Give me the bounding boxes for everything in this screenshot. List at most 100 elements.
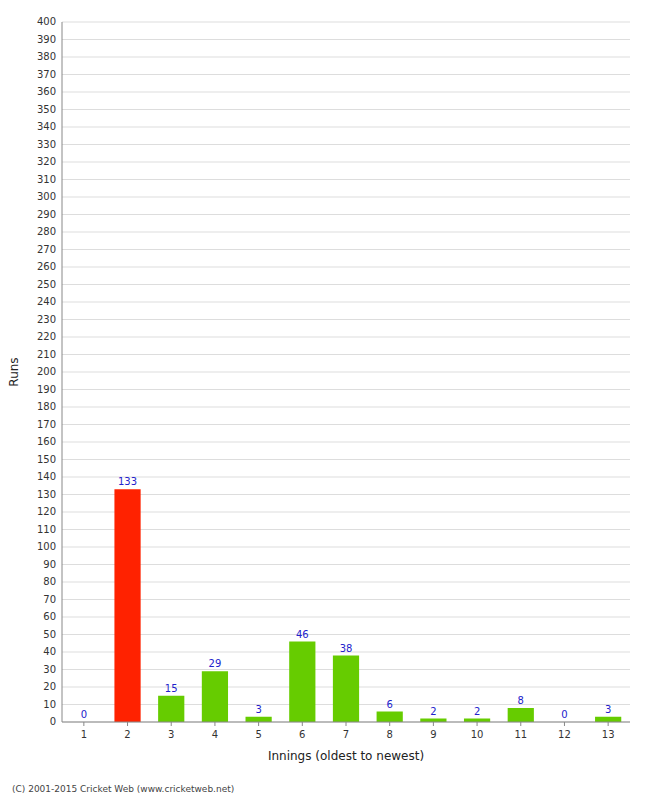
y-tick-label: 150 (37, 454, 56, 465)
x-tick (302, 722, 303, 726)
bar (246, 717, 272, 722)
bar (333, 656, 359, 723)
data-label: 46 (296, 629, 309, 640)
y-tick-label: 100 (37, 541, 56, 552)
x-tick (608, 722, 609, 726)
x-tick (520, 722, 521, 726)
grid-line (62, 407, 630, 408)
y-tick-label: 390 (37, 34, 56, 45)
data-labels: 0133152934638622803 (81, 476, 612, 720)
grid-line (62, 617, 630, 618)
data-label: 133 (118, 476, 137, 487)
grid-line (62, 179, 630, 180)
grid-line (62, 372, 630, 373)
x-axis: 12345678910111213 (81, 722, 615, 740)
x-tick-label: 2 (124, 729, 130, 740)
data-label: 29 (209, 658, 222, 669)
y-tick-label: 170 (37, 419, 56, 430)
y-tick-label: 330 (37, 139, 56, 150)
y-tick-label: 240 (37, 296, 56, 307)
data-label: 2 (430, 706, 436, 717)
x-tick-label: 7 (343, 729, 349, 740)
grid-line (62, 92, 630, 93)
bar (158, 696, 184, 722)
y-tick-label: 300 (37, 191, 56, 202)
grid-line (62, 477, 630, 478)
grid-line (62, 22, 630, 23)
grid-line (62, 197, 630, 198)
bar (508, 708, 534, 722)
y-tick-label: 290 (37, 209, 56, 220)
x-tick (214, 722, 215, 726)
y-tick-label: 350 (37, 104, 56, 115)
x-tick (83, 722, 84, 726)
y-tick-label: 0 (50, 716, 56, 727)
grid-line (62, 459, 630, 460)
grid-line (62, 424, 630, 425)
x-tick-label: 12 (558, 729, 571, 740)
grid-line (62, 337, 630, 338)
y-tick-label: 220 (37, 331, 56, 342)
y-tick-label: 90 (43, 559, 56, 570)
x-tick (433, 722, 434, 726)
grid-line (62, 127, 630, 128)
grid-line (62, 564, 630, 565)
y-tick-label: 40 (43, 646, 56, 657)
x-tick-label: 5 (255, 729, 261, 740)
grid-line (62, 162, 630, 163)
data-label: 3 (605, 704, 611, 715)
bars (114, 489, 621, 722)
y-tick-label: 180 (37, 401, 56, 412)
y-tick-label: 50 (43, 629, 56, 640)
x-tick-label: 13 (602, 729, 615, 740)
x-tick-label: 6 (299, 729, 305, 740)
y-tick-label: 230 (37, 314, 56, 325)
footer: (C) 2001-2015 Cricket Web (www.cricketwe… (12, 784, 234, 794)
y-tick-label: 320 (37, 156, 56, 167)
data-label: 0 (81, 709, 87, 720)
grid-line (62, 582, 630, 583)
grid-line (62, 74, 630, 75)
y-tick-label: 200 (37, 366, 56, 377)
x-tick (346, 722, 347, 726)
grid-line (62, 599, 630, 600)
grid-line (62, 354, 630, 355)
x-tick (564, 722, 565, 726)
grid-line (62, 39, 630, 40)
y-tick-label: 20 (43, 681, 56, 692)
x-tick-label: 10 (471, 729, 484, 740)
x-tick (171, 722, 172, 726)
data-label: 3 (255, 704, 261, 715)
x-tick-label: 9 (430, 729, 436, 740)
y-tick-label: 70 (43, 594, 56, 605)
x-tick (389, 722, 390, 726)
y-tick-label: 160 (37, 436, 56, 447)
y-tick-label: 380 (37, 51, 56, 62)
data-label: 8 (518, 695, 524, 706)
grid-line (62, 302, 630, 303)
y-tick-label: 110 (37, 524, 56, 535)
grid-line (62, 547, 630, 548)
grid-line (62, 214, 630, 215)
y-tick-label: 280 (37, 226, 56, 237)
y-tick-label: 370 (37, 69, 56, 80)
x-tick-label: 11 (514, 729, 527, 740)
y-tick-label: 260 (37, 261, 56, 272)
x-axis-title: Innings (oldest to newest) (268, 749, 424, 763)
grid-line (62, 267, 630, 268)
bar (464, 719, 490, 723)
bar (420, 719, 446, 723)
y-tick-label: 80 (43, 576, 56, 587)
y-tick-label: 30 (43, 664, 56, 675)
grid-line (62, 494, 630, 495)
data-label: 0 (561, 709, 567, 720)
y-tick-label: 130 (37, 489, 56, 500)
y-tick-label: 210 (37, 349, 56, 360)
grid-line (62, 249, 630, 250)
y-tick-label: 10 (43, 699, 56, 710)
grid-line (62, 57, 630, 58)
grid-line (62, 529, 630, 530)
grid-line (62, 144, 630, 145)
y-axis-line (62, 22, 63, 722)
bar (202, 671, 228, 722)
